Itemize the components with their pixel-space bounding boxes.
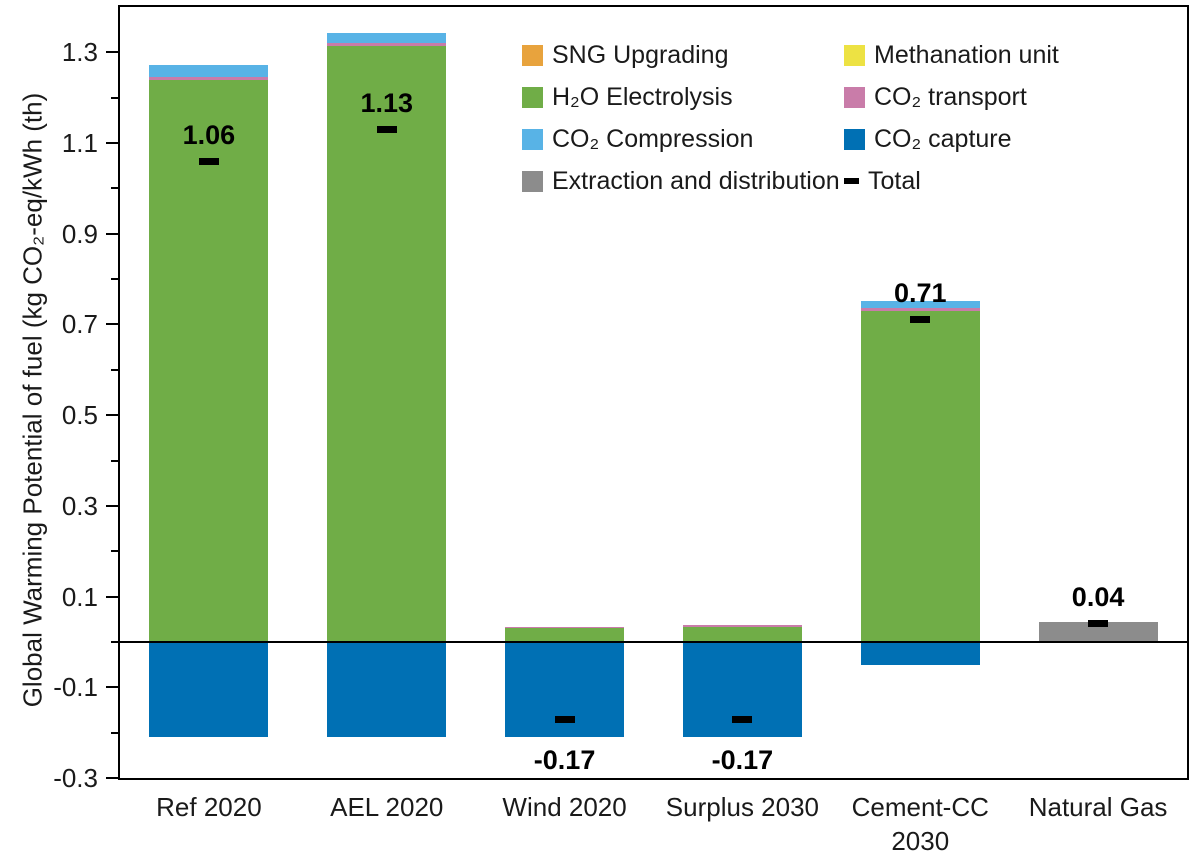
total-value-label: -0.17	[533, 745, 596, 776]
total-value-label: -0.17	[711, 745, 774, 776]
bar-segment-h-o-electrolysis	[149, 79, 269, 642]
bar-segment-co-transport	[682, 625, 802, 627]
bar-segment-co-compression	[149, 64, 269, 77]
y-major-tick	[106, 323, 120, 326]
bar-segment-co-transport	[327, 42, 447, 46]
y-major-tick	[106, 504, 120, 507]
bar-segment-co-capture	[860, 641, 980, 665]
y-tick-label: 0.9	[61, 218, 98, 249]
bar-segment-h-o-electrolysis	[327, 45, 447, 642]
x-category-label: Cement-CC 2030	[851, 792, 989, 856]
y-minor-tick	[111, 731, 120, 734]
x-category-label: AEL 2020	[330, 792, 444, 822]
total-marker	[376, 125, 397, 133]
legend-label: H₂O Electrolysis	[552, 82, 733, 111]
y-tick-label: 1.3	[61, 37, 98, 68]
legend-label: Extraction and distribution	[552, 166, 840, 195]
total-marker	[910, 316, 931, 324]
bar-segment-co-capture	[505, 641, 625, 738]
total-marker	[1088, 620, 1109, 628]
legend-swatch-icon	[522, 44, 543, 66]
bar-segment-h-o-electrolysis	[505, 628, 625, 642]
legend-item-h-o-electrolysis: H₂O Electrolysis	[522, 83, 733, 111]
legend-label: Methanation unit	[874, 40, 1059, 69]
y-tick-label: 1.1	[61, 128, 98, 159]
legend-item-co-compression: CO₂ Compression	[522, 125, 753, 153]
total-marker	[198, 157, 219, 165]
legend-label: SNG Upgrading	[552, 40, 729, 69]
y-major-tick	[106, 142, 120, 145]
y-major-tick	[106, 777, 120, 779]
x-category-label: Natural Gas	[1028, 792, 1168, 822]
legend-dash-icon	[844, 178, 859, 184]
legend-swatch-icon	[844, 44, 865, 66]
bar-segment-extraction-and-distribution	[1038, 621, 1158, 642]
bar-segment-co-transport	[149, 76, 269, 80]
zero-line	[120, 640, 1187, 643]
total-marker	[554, 715, 575, 723]
total-value-label: 1.13	[360, 87, 414, 118]
y-minor-tick	[111, 459, 120, 462]
y-minor-tick	[111, 640, 120, 643]
legend-item-co-transport: CO₂ transport	[844, 83, 1027, 111]
y-tick-label: -0.3	[53, 763, 98, 793]
legend-label: CO₂ transport	[874, 82, 1027, 111]
x-category-label: Surplus 2030	[665, 792, 820, 822]
y-minor-tick	[111, 550, 120, 553]
bar-segment-h-o-electrolysis	[682, 626, 802, 642]
bar-segment-h-o-electrolysis	[860, 310, 980, 642]
legend-item-methanation-unit: Methanation unit	[844, 41, 1059, 69]
total-value-label: 0.71	[893, 278, 947, 309]
legend-swatch-icon	[522, 128, 543, 150]
legend-item-extraction-and-distribution: Extraction and distribution	[522, 167, 840, 195]
bar-segment-co-transport	[505, 626, 625, 629]
y-tick-label: -0.1	[53, 672, 98, 703]
total-value-label: 0.04	[1071, 582, 1125, 613]
bar-segment-co-compression	[860, 300, 980, 309]
legend-label: CO₂ Compression	[552, 124, 754, 153]
y-tick-label: 0.5	[61, 400, 98, 431]
bar-segment-co-capture	[682, 641, 802, 738]
bar-segment-co-capture	[149, 641, 269, 738]
y-major-tick	[106, 414, 120, 417]
y-minor-tick	[111, 278, 120, 281]
y-tick-label: 0.1	[61, 581, 98, 612]
y-tick-label: 0.3	[61, 490, 98, 521]
legend-label: Total	[868, 166, 921, 195]
total-value-label: 1.06	[182, 119, 236, 150]
legend-item-total: Total	[844, 167, 921, 195]
x-category-label: Wind 2020	[502, 792, 627, 822]
legend-item-co-capture: CO₂ capture	[844, 125, 1012, 153]
bar-segment-co-compression	[327, 32, 447, 43]
legend-swatch-icon	[522, 86, 543, 108]
legend-swatch-icon	[844, 86, 865, 108]
legend-item-sng-upgrading: SNG Upgrading	[522, 41, 728, 69]
total-marker	[732, 715, 753, 723]
x-category-label: Ref 2020	[156, 792, 262, 822]
legend-label: CO₂ capture	[874, 124, 1012, 153]
y-major-tick	[106, 595, 120, 598]
y-major-tick	[106, 232, 120, 235]
legend-swatch-icon	[522, 170, 543, 192]
y-major-tick	[106, 51, 120, 54]
bar-segment-co-capture	[327, 641, 447, 738]
y-minor-tick	[111, 96, 120, 99]
y-minor-tick	[111, 368, 120, 371]
bar-segment-co-transport	[860, 308, 980, 311]
y-tick-label: 0.7	[61, 309, 98, 340]
legend-swatch-icon	[844, 128, 865, 150]
plot-area-border	[118, 5, 1189, 780]
y-minor-tick	[111, 187, 120, 190]
y-major-tick	[106, 686, 120, 689]
